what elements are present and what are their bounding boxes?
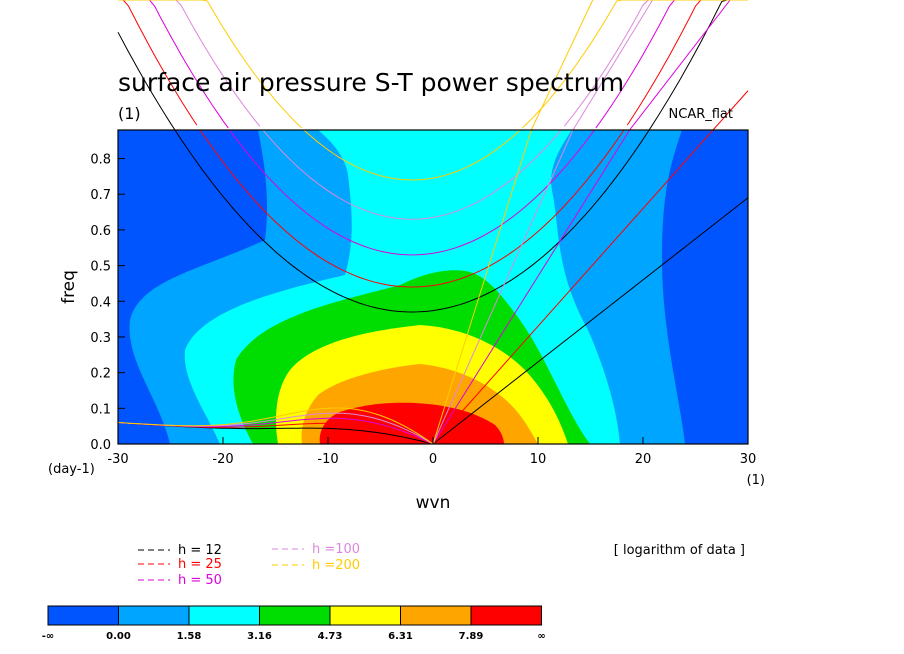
- dataset-label: NCAR_flat: [669, 107, 733, 122]
- y-tick-label: 0.6: [90, 224, 111, 239]
- colorbar-label: 3.16: [247, 631, 272, 642]
- legend-label: h = 12: [178, 543, 222, 558]
- x-tick-label: 0: [429, 452, 437, 467]
- colorbar-swatch: [329, 605, 401, 626]
- x-tick-label: 10: [530, 452, 547, 467]
- colorbar-swatch: [259, 605, 331, 626]
- colorbar-label: ∞: [537, 631, 545, 642]
- gravity-curve: [229, 130, 596, 256]
- gravity-curve: [262, 130, 562, 220]
- colorbar-label: 4.73: [318, 631, 343, 642]
- y-tick-label: 0.1: [90, 402, 111, 417]
- colorbar-label: -∞: [42, 631, 54, 642]
- x-units-right: (1): [747, 473, 765, 488]
- gravity-curve-extension: [118, 0, 261, 127]
- gravity-curve-extension: [521, 0, 748, 129]
- chart-title: surface air pressure S-T power spectrum: [118, 68, 624, 97]
- x-axis-label: wvn: [416, 493, 451, 513]
- band-7.89: [319, 402, 504, 444]
- kelvin-line-extension: [572, 0, 653, 131]
- gravity-curve: [303, 130, 521, 181]
- kelvin-line: [432, 197, 748, 444]
- gravity-curve-extension: [118, 0, 303, 129]
- x-tick-label: -10: [317, 452, 338, 467]
- gravity-curve-extension: [626, 0, 748, 126]
- colorbar-label: 6.31: [388, 631, 413, 642]
- y-tick-label: 0.2: [90, 367, 111, 382]
- y-tick-label: 0.3: [90, 331, 111, 346]
- kelvin-line: [432, 130, 574, 444]
- colorbar-swatch: [188, 605, 260, 626]
- legend-label: h = 25: [178, 557, 222, 572]
- kelvin-line-extension: [712, 90, 749, 131]
- legend-label: h = 50: [178, 573, 222, 588]
- x-tick-label: -20: [212, 452, 233, 467]
- y-tick-label: 0.7: [90, 188, 111, 203]
- y-tick-label: 0.5: [90, 260, 111, 275]
- chart-units: (1): [118, 104, 141, 123]
- gravity-curve-extension: [117, 31, 177, 132]
- y-tick-label: 0.0: [90, 438, 111, 453]
- gravity-curve: [174, 130, 650, 313]
- colorbar-swatch: [118, 605, 190, 626]
- dispersion-curves-above-frame: [117, 0, 749, 132]
- x-tick-label: 30: [740, 452, 757, 467]
- colorbar-label: 0.00: [106, 631, 131, 642]
- colorbar-swatch: [400, 605, 472, 626]
- gravity-curve-extension: [647, 0, 748, 132]
- kelvin-line-extension: [530, 0, 594, 131]
- x-tick-label: 20: [635, 452, 652, 467]
- colorbar-label: 1.58: [177, 631, 202, 642]
- gravity-curve-extension: [563, 0, 748, 127]
- colorbar-swatch: [470, 605, 542, 626]
- y-tick-label: 0.4: [90, 295, 111, 310]
- gravity-curve-extension: [118, 0, 229, 129]
- kelvin-line: [432, 130, 532, 444]
- legend-label: h =100: [312, 542, 360, 557]
- colorbar-swatch: [47, 605, 119, 626]
- colorbar-label: 7.89: [459, 631, 484, 642]
- colorbar: -∞ 0.00 1.58 3.16 4.73 6.31 7.89 ∞: [42, 605, 546, 642]
- dispersion-curves: [118, 130, 748, 444]
- x-tick-label: -30: [107, 452, 128, 467]
- legend-label: h =200: [312, 558, 360, 573]
- y-tick-label: 0.8: [90, 153, 111, 168]
- log-note: [ logarithm of data ]: [614, 543, 745, 558]
- axes: -30 -20 -10 0 10 20 30 0.0 0.1 0.2 0.3 0.4 0.5 0.6 0.7…: [90, 153, 756, 467]
- x-units-left: (day-1): [48, 462, 95, 477]
- mrg-curve: [118, 407, 434, 444]
- y-axis-label: freq: [59, 270, 79, 304]
- kelvin-line: [432, 130, 631, 444]
- kelvin-line: [432, 130, 714, 444]
- kelvin-line-extension: [629, 0, 731, 131]
- gravity-curve-extension: [118, 0, 198, 126]
- contour-fill: [118, 130, 748, 444]
- gravity-curve: [199, 130, 625, 288]
- gravity-curve-extension: [595, 0, 748, 129]
